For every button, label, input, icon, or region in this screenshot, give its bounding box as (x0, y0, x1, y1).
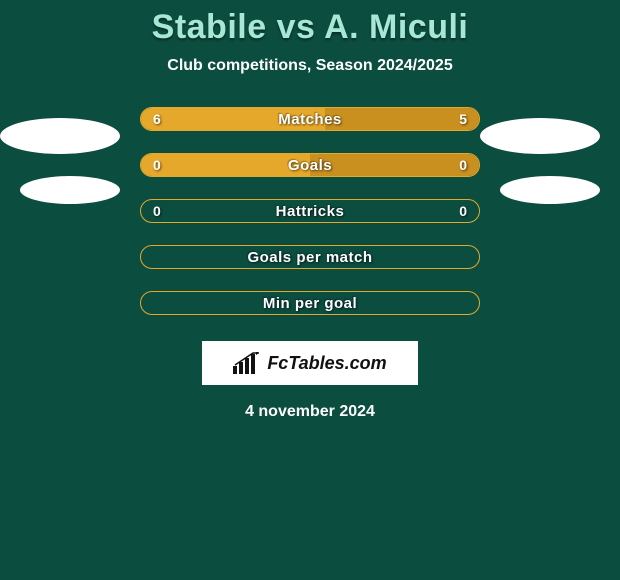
brand-text: FcTables.com (267, 353, 386, 374)
stat-label: Min per goal (141, 292, 479, 314)
side-ellipse (480, 118, 600, 154)
side-ellipse (500, 176, 600, 204)
page-title: Stabile vs A. Miculi (0, 0, 620, 47)
subtitle: Club competitions, Season 2024/2025 (0, 57, 620, 75)
stat-bar: Goals per match (140, 245, 480, 269)
side-ellipse (20, 176, 120, 204)
bars-growth-icon (233, 352, 261, 374)
date-text: 4 november 2024 (0, 403, 620, 421)
title-text: Stabile vs A. Miculi (152, 8, 469, 46)
stat-bar: 00Hattricks (140, 199, 480, 223)
stat-label: Hattricks (141, 200, 479, 222)
brand-box[interactable]: FcTables.com (202, 341, 418, 385)
side-ellipse (0, 118, 120, 154)
stat-label: Goals per match (141, 246, 479, 268)
stat-bar: 00Goals (140, 153, 480, 177)
stat-bar: Min per goal (140, 291, 480, 315)
stat-bar: 65Matches (140, 107, 480, 131)
stat-bars: 65Matches 00Goals 00Hattricks Goals per mat… (140, 107, 480, 315)
stat-label: Matches (141, 108, 479, 130)
stat-label: Goals (141, 154, 479, 176)
